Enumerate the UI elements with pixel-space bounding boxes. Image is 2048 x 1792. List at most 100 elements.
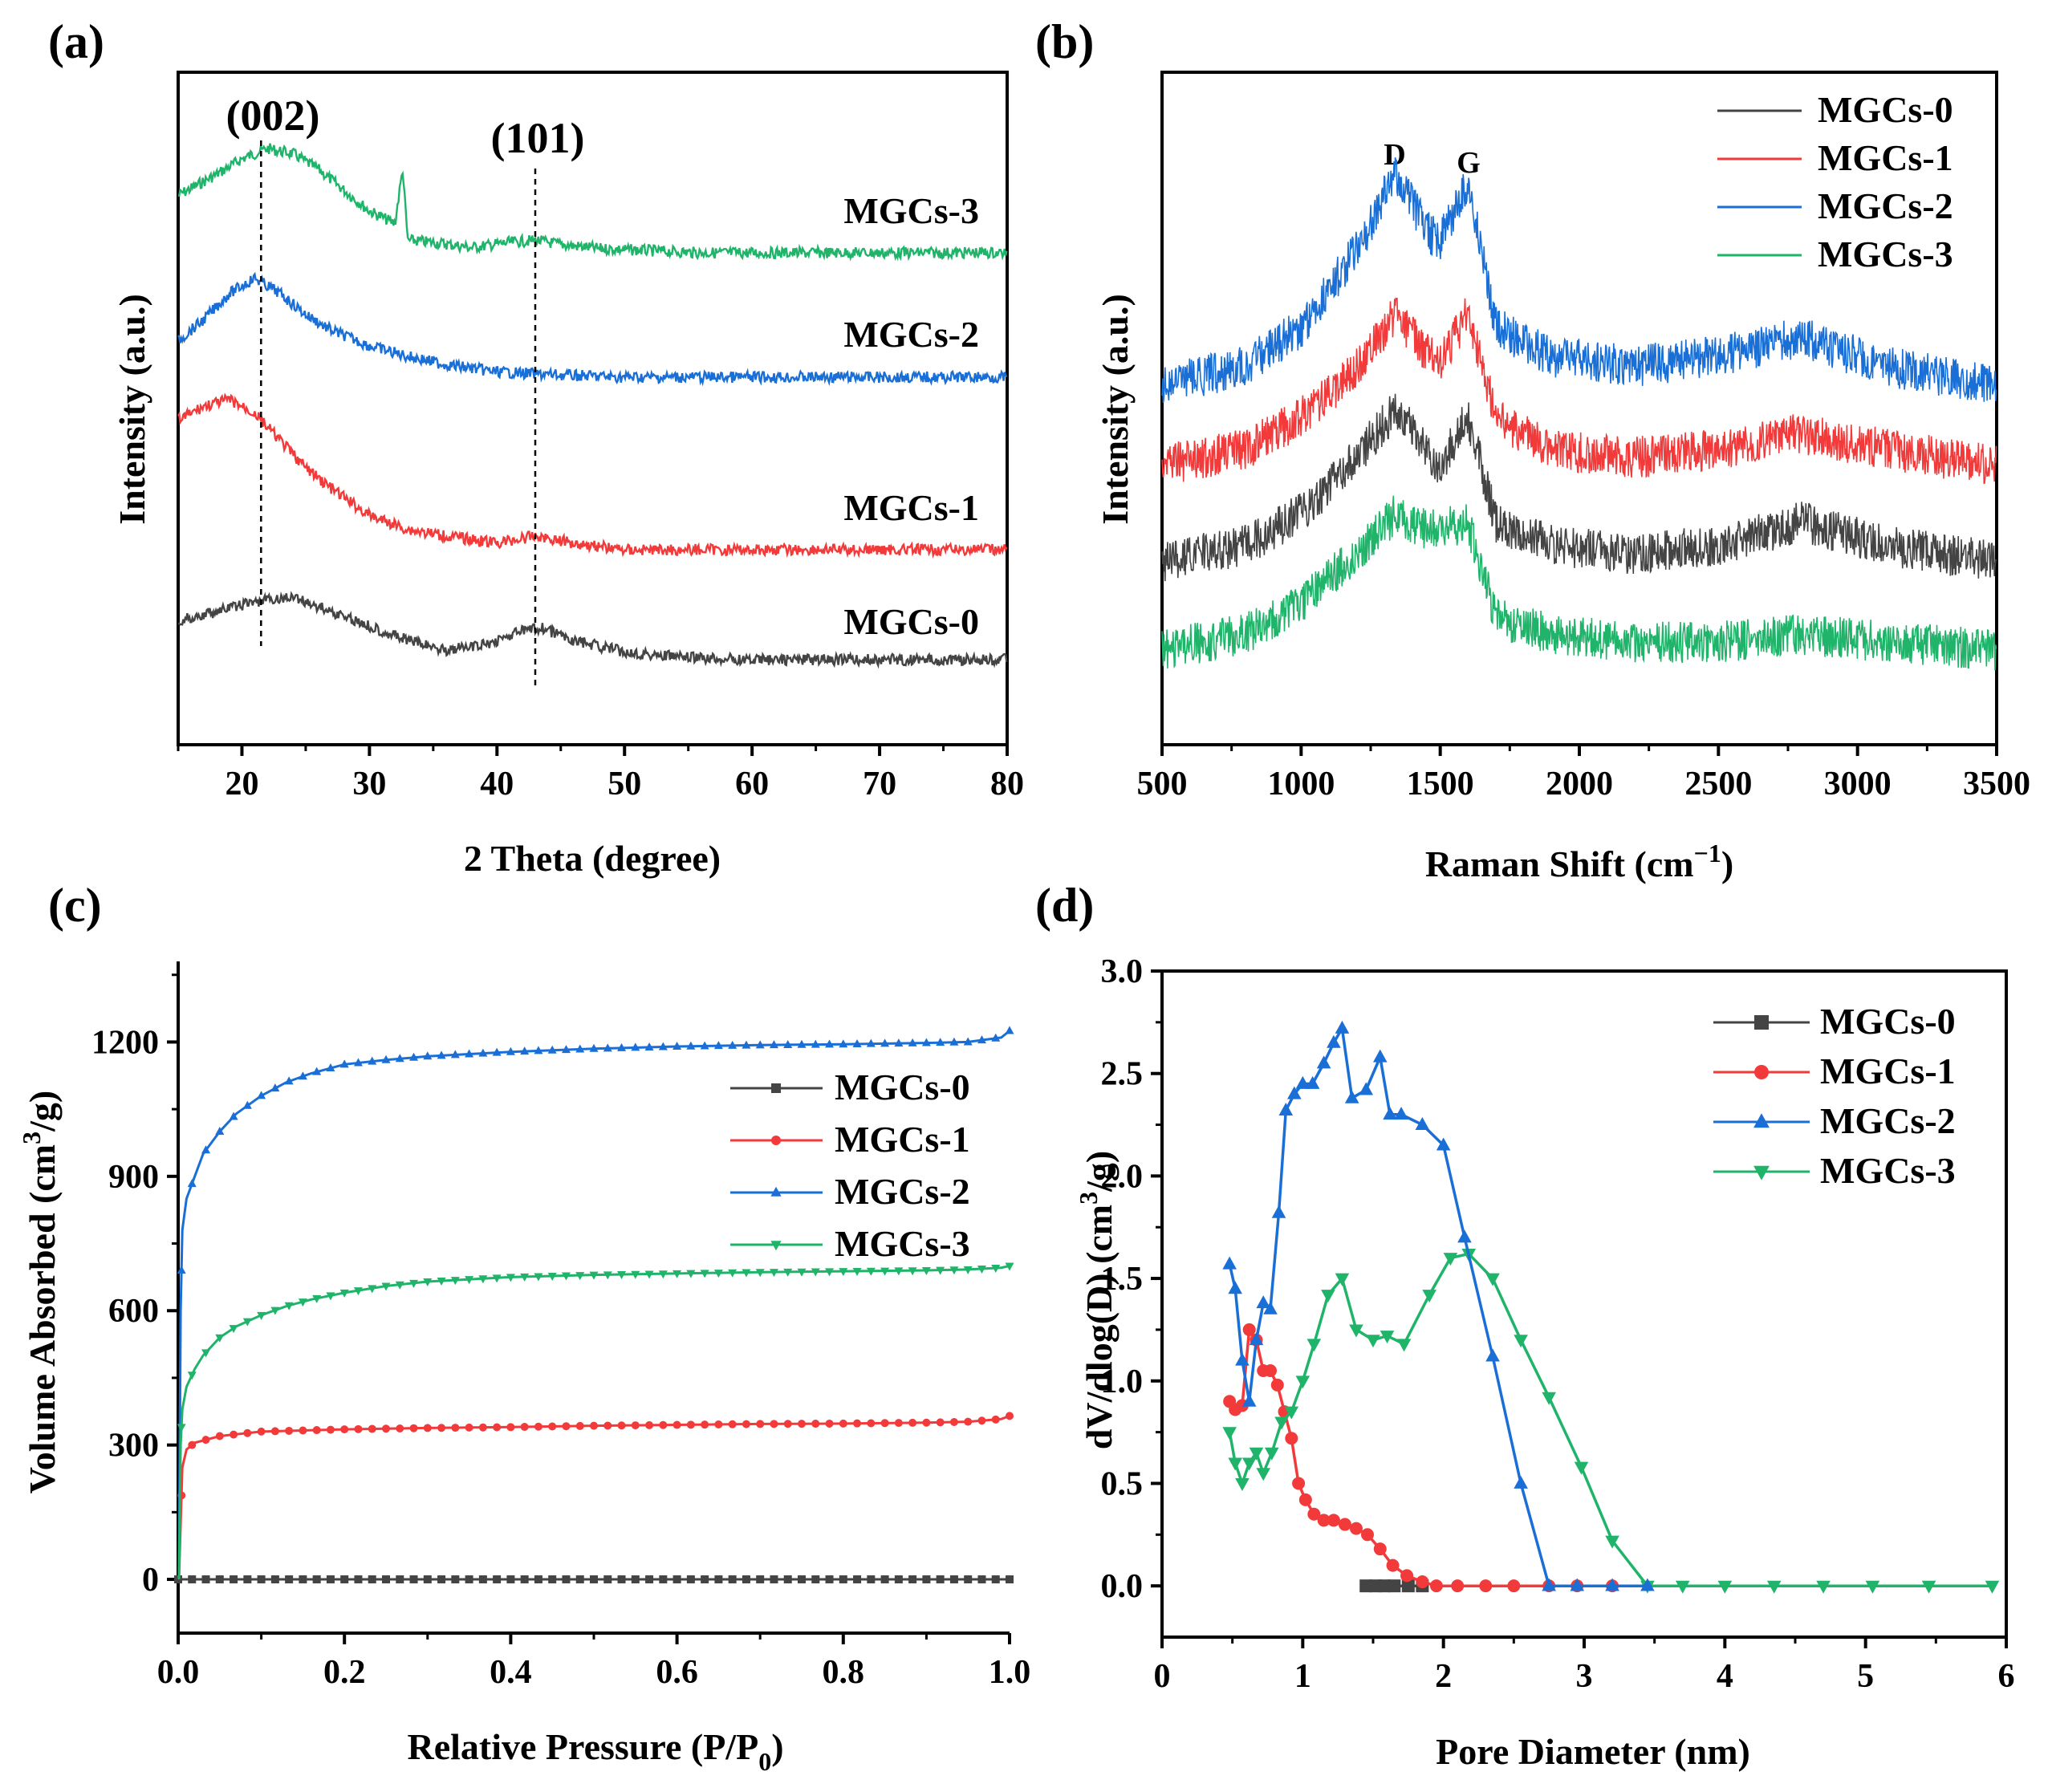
point-c-mgcs-3	[783, 1268, 793, 1277]
point-c-mgcs-0	[867, 1575, 876, 1584]
legend-marker-c	[770, 1241, 782, 1251]
point-d-mgcs-1	[1349, 1522, 1363, 1535]
point-c-mgcs-0	[645, 1575, 654, 1584]
point-c-mgcs-3	[755, 1269, 765, 1278]
point-c-mgcs-2	[409, 1052, 419, 1061]
point-c-mgcs-0	[396, 1575, 404, 1584]
point-c-mgcs-1	[825, 1419, 834, 1428]
point-c-mgcs-3	[257, 1311, 266, 1320]
legend-label-b: MGCs-3	[1818, 234, 1953, 274]
point-c-mgcs-0	[742, 1575, 750, 1584]
point-d-mgcs-2	[1335, 1020, 1350, 1034]
y-axis-title-c-sup: 3	[17, 1132, 46, 1144]
x-tick-label-c: 0.4	[490, 1654, 532, 1691]
point-c-mgcs-0	[686, 1575, 695, 1584]
point-c-mgcs-1	[936, 1418, 945, 1427]
point-d-mgcs-2	[1305, 1075, 1320, 1089]
peak-label-101: (101)	[491, 114, 585, 162]
point-c-mgcs-3	[894, 1267, 904, 1276]
point-c-mgcs-0	[299, 1575, 307, 1584]
x-axis-title-b-main: Raman Shift (cm	[1425, 843, 1694, 884]
point-d-mgcs-2	[1514, 1475, 1528, 1489]
point-c-mgcs-0	[617, 1575, 626, 1584]
point-c-mgcs-1	[493, 1423, 502, 1432]
point-d-mgcs-1	[1373, 1542, 1387, 1556]
point-d-mgcs-3	[1921, 1580, 1936, 1594]
point-c-mgcs-3	[409, 1279, 419, 1288]
x-axis-title-c-main: Relative Pressure (P/P	[407, 1726, 758, 1767]
x-tick-label-b: 3500	[1963, 766, 2030, 803]
panel-b: D G Raman Shift (cm−1) Intensity (a.u.)	[1095, 71, 1998, 884]
point-c-mgcs-1	[396, 1424, 404, 1432]
x-tick-label-d: 1	[1294, 1658, 1311, 1695]
point-c-mgcs-1	[437, 1424, 446, 1432]
x-tick-label-d: 5	[1857, 1658, 1874, 1695]
point-c-mgcs-2	[852, 1038, 862, 1047]
point-c-mgcs-2	[673, 1042, 682, 1050]
point-d-mgcs-2	[1457, 1229, 1472, 1243]
point-c-mgcs-2	[242, 1100, 252, 1109]
panel-label-a: (a)	[48, 15, 104, 68]
point-d-mgcs-1	[1270, 1378, 1284, 1392]
point-d-mgcs-2	[1278, 1103, 1294, 1116]
point-c-mgcs-3	[617, 1271, 627, 1280]
point-d-mgcs-1	[1292, 1477, 1306, 1490]
point-c-mgcs-1	[811, 1420, 820, 1428]
point-c-mgcs-0	[451, 1575, 460, 1584]
point-d-mgcs-2	[1271, 1205, 1286, 1218]
panel-d: Pore Diameter (nm) dV/dlog(D) (cm3/g)	[1074, 1151, 1750, 1772]
x-tick-label-d: 3	[1576, 1658, 1593, 1695]
point-d-mgcs-2	[1485, 1348, 1500, 1362]
point-c-mgcs-2	[658, 1042, 668, 1050]
x-axis-title-c: Relative Pressure (P/P0)	[407, 1726, 783, 1776]
point-c-mgcs-3	[977, 1265, 986, 1274]
point-c-mgcs-3	[631, 1270, 640, 1279]
series-line-c-mgcs-1	[177, 1414, 1010, 1580]
point-c-mgcs-3	[298, 1298, 307, 1307]
point-c-mgcs-2	[229, 1111, 238, 1120]
point-c-mgcs-2	[547, 1045, 557, 1054]
point-c-mgcs-3	[437, 1278, 446, 1286]
point-c-mgcs-3	[880, 1267, 890, 1276]
legend-marker-c	[771, 1083, 781, 1093]
point-c-mgcs-0	[465, 1575, 473, 1584]
point-c-mgcs-1	[285, 1426, 294, 1435]
point-c-mgcs-1	[659, 1420, 668, 1429]
point-c-mgcs-3	[575, 1272, 585, 1281]
x-tick-label-a: 80	[990, 766, 1024, 803]
point-c-mgcs-2	[866, 1038, 876, 1047]
point-d-mgcs-3	[1766, 1580, 1782, 1594]
x-axis-title-b: Raman Shift (cm−1)	[1425, 839, 1733, 884]
point-c-mgcs-3	[686, 1270, 696, 1278]
point-d-mgcs-3	[1574, 1461, 1589, 1475]
point-d-mgcs-1	[1451, 1579, 1465, 1593]
point-c-mgcs-3	[603, 1271, 612, 1280]
point-d-mgcs-1	[1285, 1432, 1298, 1445]
legend-label-d: MGCs-3	[1820, 1150, 1956, 1191]
point-c-mgcs-2	[575, 1044, 585, 1053]
point-c-mgcs-0	[215, 1575, 224, 1584]
legend-label-c: MGCs-1	[835, 1119, 970, 1160]
point-c-mgcs-3	[797, 1268, 807, 1277]
point-d-mgcs-2	[1372, 1049, 1388, 1063]
point-d-mgcs-1	[1338, 1518, 1351, 1531]
point-c-mgcs-3	[201, 1349, 211, 1358]
point-c-mgcs-3	[547, 1272, 557, 1281]
point-c-mgcs-1	[506, 1423, 515, 1432]
y-tick-label-d: 2.5	[1101, 1056, 1144, 1093]
point-c-mgcs-3	[339, 1289, 349, 1298]
point-c-mgcs-0	[811, 1575, 820, 1584]
point-d-mgcs-2	[1415, 1116, 1430, 1130]
point-d-mgcs-2	[1344, 1090, 1359, 1103]
point-c-mgcs-3	[312, 1294, 322, 1303]
y-axis-title-d: dV/dlog(D) (cm3/g)	[1074, 1151, 1119, 1449]
point-d-mgcs-3	[1816, 1580, 1831, 1594]
point-d-mgcs-1	[1416, 1575, 1429, 1589]
point-c-mgcs-2	[589, 1043, 599, 1052]
point-c-mgcs-2	[368, 1056, 377, 1065]
point-c-mgcs-1	[783, 1420, 792, 1428]
point-d-mgcs-1	[1307, 1507, 1321, 1521]
point-c-mgcs-0	[631, 1575, 640, 1584]
point-c-mgcs-3	[284, 1302, 294, 1310]
y-tick-label-d: 3.0	[1101, 953, 1144, 990]
